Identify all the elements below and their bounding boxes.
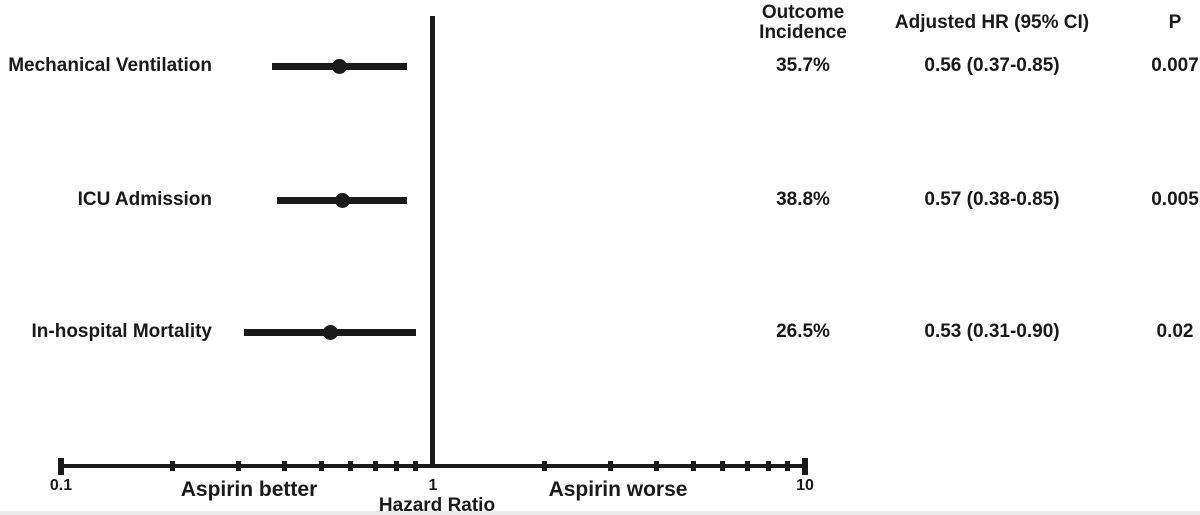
x-axis-tick [542, 461, 548, 471]
x-axis-tick [785, 461, 791, 471]
annotation-aspirin-better: Aspirin better [180, 478, 318, 501]
x-axis-tick [766, 461, 772, 471]
annotation-aspirin-worse: Aspirin worse [548, 478, 688, 501]
x-axis-tick [235, 461, 241, 471]
adjusted-hr-value: 0.53 (0.31-0.90) [924, 321, 1060, 342]
x-axis-tick [394, 461, 400, 471]
x-axis-tick-label: 0.1 [49, 477, 73, 494]
hazard-ratio-point [322, 324, 338, 340]
x-axis-tick [170, 461, 176, 471]
x-axis-tick [372, 461, 378, 471]
hazard-ratio-point [334, 192, 350, 208]
x-axis-line [58, 464, 808, 468]
x-axis-tick [282, 461, 288, 471]
incidence-value: 35.7% [776, 55, 830, 76]
hazard-ratio-point [331, 58, 347, 74]
column-header-outcome-incidence: Outcome Incidence [759, 3, 847, 43]
x-axis-tick-label: 10 [796, 477, 814, 494]
adjusted-hr-value: 0.56 (0.37-0.85) [924, 55, 1060, 76]
incidence-value: 38.8% [776, 189, 830, 210]
column-header-outcome-incidence-line2: Incidence [759, 22, 847, 43]
x-axis-tick [607, 461, 613, 471]
x-axis-title: Hazard Ratio [378, 495, 496, 515]
outcome-label: ICU Admission [77, 189, 212, 210]
x-axis-endcap-tick [802, 458, 808, 475]
x-axis-tick [719, 461, 725, 471]
x-axis-endcap-tick [58, 458, 64, 475]
reference-line-hr-1 [430, 16, 435, 468]
incidence-value: 26.5% [776, 321, 830, 342]
adjusted-hr-value: 0.57 (0.38-0.85) [924, 189, 1060, 210]
column-header-outcome-incidence-line1: Outcome [761, 2, 845, 23]
outcome-label: In-hospital Mortality [31, 321, 213, 342]
outcome-label: Mechanical Ventilation [8, 55, 212, 76]
column-header-p: P [1168, 12, 1182, 33]
p-value: 0.02 [1156, 321, 1194, 342]
x-axis-tick [744, 461, 750, 471]
x-axis-tick [690, 461, 696, 471]
x-axis-tick [413, 461, 419, 471]
column-header-adjusted-hr: Adjusted HR (95% CI) [894, 12, 1090, 33]
p-value: 0.007 [1151, 55, 1199, 76]
p-value: 0.005 [1151, 189, 1199, 210]
x-axis-tick [654, 461, 660, 471]
figure-bottom-edge [0, 511, 1200, 515]
x-axis-tick [347, 461, 353, 471]
x-axis-tick [318, 461, 324, 471]
x-axis-tick-label: 1 [428, 477, 438, 494]
